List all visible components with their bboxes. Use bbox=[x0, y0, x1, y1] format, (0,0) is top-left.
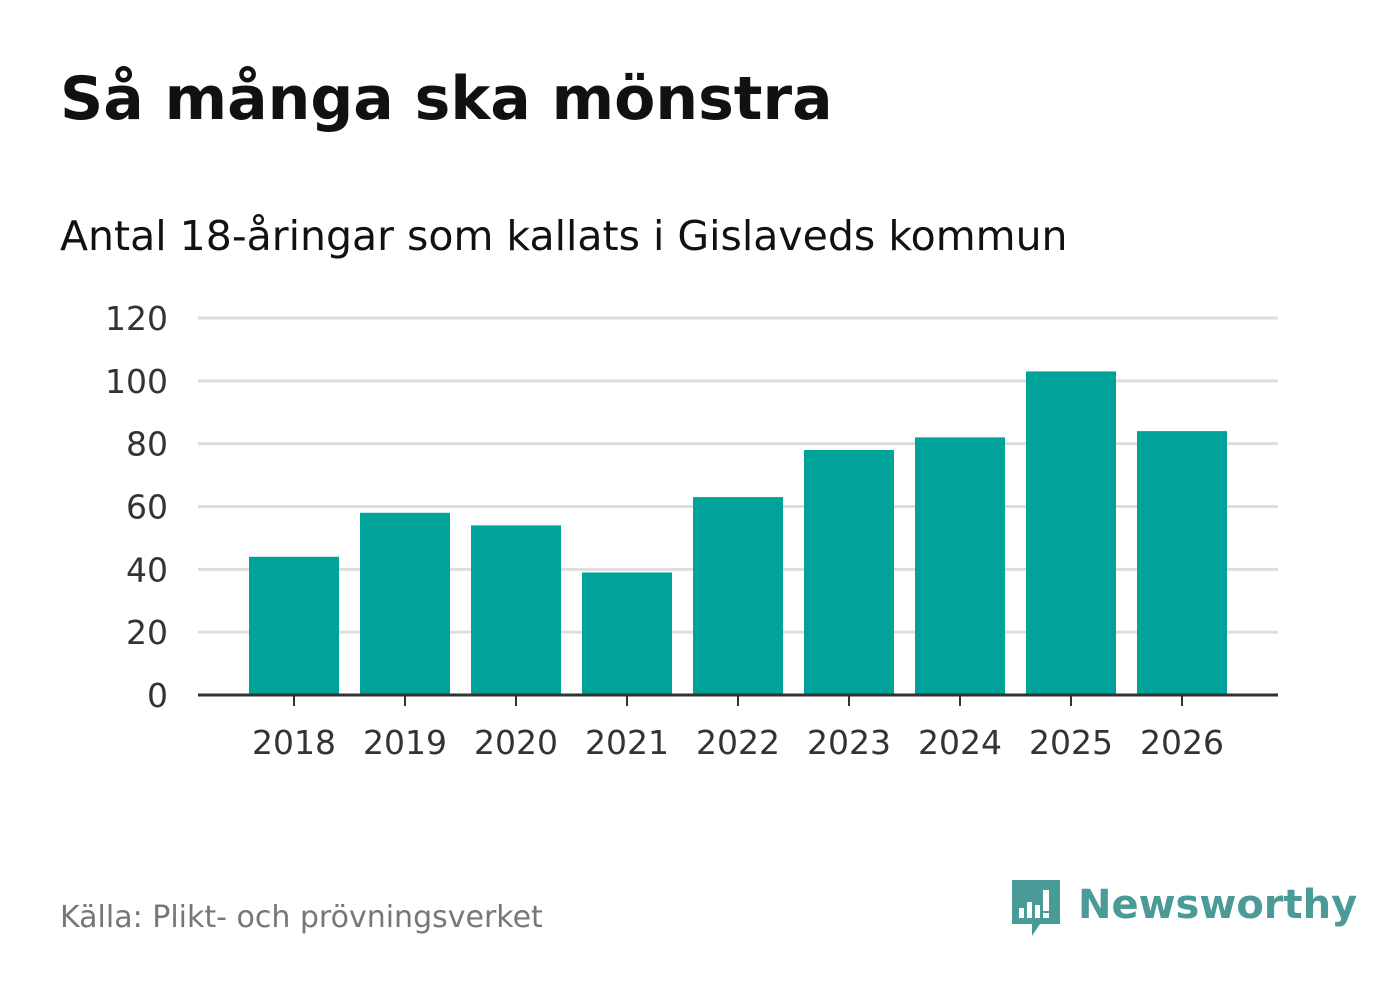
source-note: Källa: Plikt- och prövningsverket bbox=[60, 900, 543, 935]
y-tick-label: 40 bbox=[126, 550, 168, 589]
x-tick-label: 2023 bbox=[807, 723, 891, 762]
y-tick-label: 60 bbox=[126, 488, 168, 527]
y-tick-label: 120 bbox=[105, 299, 168, 338]
y-tick-label: 80 bbox=[126, 425, 168, 464]
x-tick-label: 2019 bbox=[363, 723, 447, 762]
y-tick-label: 0 bbox=[147, 676, 168, 715]
chart-subtitle: Antal 18-åringar som kallats i Gislaveds… bbox=[60, 212, 1068, 260]
x-tick-label: 2020 bbox=[474, 723, 558, 762]
bar-2018 bbox=[249, 556, 339, 695]
bar-2026 bbox=[1137, 431, 1227, 695]
y-tick-label: 20 bbox=[126, 613, 168, 652]
x-tick-label: 2024 bbox=[918, 723, 1002, 762]
bar-2019 bbox=[360, 512, 450, 695]
bar-2021 bbox=[582, 572, 672, 695]
x-tick-label: 2025 bbox=[1029, 723, 1113, 762]
y-tick-label: 100 bbox=[105, 362, 168, 401]
chart-title: Så många ska mönstra bbox=[60, 64, 833, 134]
speech-bubble-bar-chart-icon bbox=[1012, 880, 1060, 936]
x-tick-label: 2018 bbox=[252, 723, 336, 762]
brand-logo[interactable]: Newsworthy bbox=[1010, 878, 1357, 940]
axes bbox=[198, 693, 1278, 706]
bar-2022 bbox=[693, 497, 783, 695]
bar-2025 bbox=[1026, 371, 1116, 695]
bar-2023 bbox=[804, 449, 894, 695]
x-tick-label: 2022 bbox=[696, 723, 780, 762]
x-tick-label: 2026 bbox=[1140, 723, 1224, 762]
brand-name: Newsworthy bbox=[1078, 882, 1358, 928]
x-tick-label: 2021 bbox=[585, 723, 669, 762]
bar-2024 bbox=[915, 437, 1005, 695]
bars bbox=[249, 371, 1227, 695]
tick-labels: 0 20 40 60 80 100 120 2018 2019 2020 2021 2022 2023 2… bbox=[105, 299, 1224, 762]
bar-2020 bbox=[471, 525, 561, 695]
